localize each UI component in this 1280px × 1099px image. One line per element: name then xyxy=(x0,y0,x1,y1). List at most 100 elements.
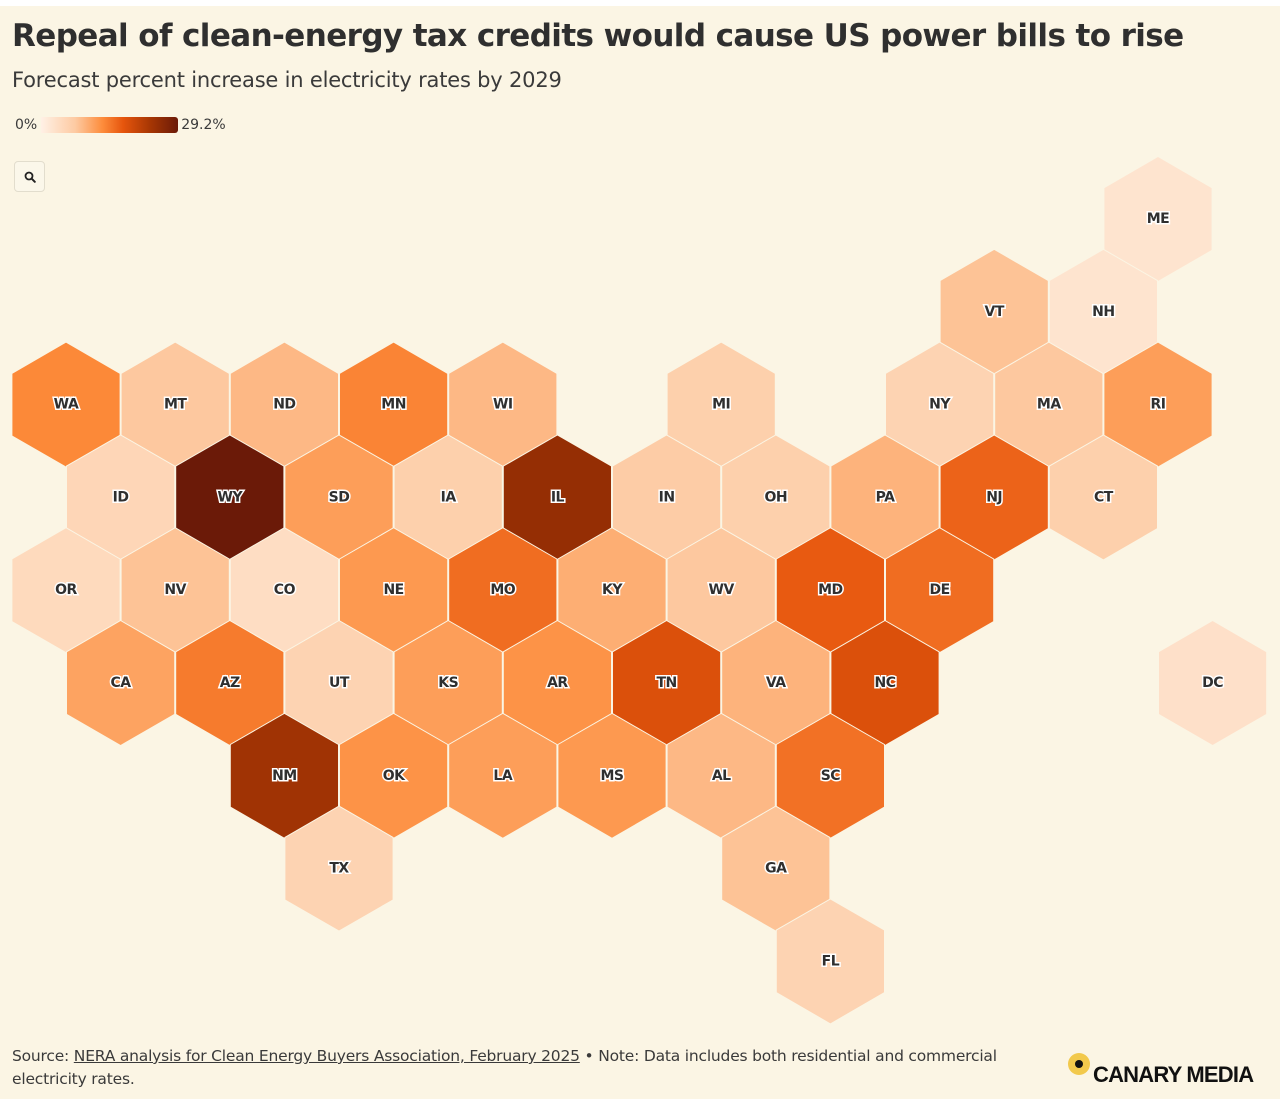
search-icon xyxy=(24,171,36,183)
state-label: MO xyxy=(490,582,515,598)
state-hex-la[interactable]: LA xyxy=(448,712,558,839)
state-hex-ar[interactable]: AR xyxy=(502,619,612,747)
state-hex-wy[interactable]: WY xyxy=(175,434,285,561)
state-hex-mi[interactable]: MI xyxy=(666,341,776,468)
search-button[interactable] xyxy=(14,161,45,192)
state-hex-ga[interactable]: GA xyxy=(721,805,831,932)
state-label: MD xyxy=(818,582,843,598)
state-hex-sc[interactable]: SC xyxy=(775,712,885,839)
state-label: CA xyxy=(111,675,132,691)
state-hex-mo[interactable]: MO xyxy=(448,527,558,654)
state-hex-ok[interactable]: OK xyxy=(339,712,449,839)
state-hex-va[interactable]: VA xyxy=(721,619,831,747)
hex-tile[interactable] xyxy=(1158,619,1268,747)
state-label: OR xyxy=(55,582,77,598)
state-label: VA xyxy=(766,675,786,691)
state-hex-ms[interactable]: MS xyxy=(557,712,667,839)
hex-tile[interactable] xyxy=(557,712,667,839)
state-label: MT xyxy=(164,397,187,413)
state-label: AR xyxy=(547,675,568,691)
state-label: KS xyxy=(438,675,458,691)
state-label: NJ xyxy=(986,489,1002,505)
state-hex-or[interactable]: OR xyxy=(11,527,121,654)
state-hex-ca[interactable]: CA xyxy=(66,619,176,747)
state-hex-nc[interactable]: NC xyxy=(830,619,940,747)
legend-max-label: 29.2% xyxy=(181,117,226,133)
state-hex-ct[interactable]: CT xyxy=(1048,434,1158,561)
state-label: NY xyxy=(929,397,951,413)
state-hex-pa[interactable]: PA xyxy=(830,434,940,561)
state-hex-tn[interactable]: TN xyxy=(612,619,722,747)
note-text: • Note: Data includes both residential a… xyxy=(12,1047,997,1088)
state-label: MS xyxy=(600,768,623,784)
state-hex-fl[interactable]: FL xyxy=(775,898,885,1025)
state-label: GA xyxy=(765,861,787,877)
state-label: WV xyxy=(709,582,735,598)
hex-tile[interactable] xyxy=(66,619,176,747)
state-hex-tx[interactable]: TX xyxy=(284,805,394,932)
state-label: MA xyxy=(1037,397,1061,413)
state-label: VT xyxy=(985,304,1005,320)
state-hex-il[interactable]: IL xyxy=(502,434,612,561)
state-label: UT xyxy=(329,675,350,691)
legend-min-label: 0% xyxy=(15,117,38,133)
state-label: DE xyxy=(930,582,950,598)
state-label: MN xyxy=(381,397,406,413)
state-label: WI xyxy=(493,397,513,413)
state-hex-dc[interactable]: DC xyxy=(1158,619,1268,747)
state-hex-mn[interactable]: MN xyxy=(339,341,449,468)
state-label: IL xyxy=(551,489,565,505)
state-hex-ut[interactable]: UT xyxy=(284,619,394,747)
state-label: ME xyxy=(1147,211,1170,227)
state-hex-oh[interactable]: OH xyxy=(721,434,831,561)
state-hex-ks[interactable]: KS xyxy=(393,619,503,747)
state-label: AZ xyxy=(220,675,240,691)
state-label: ND xyxy=(273,397,295,413)
hex-tile[interactable] xyxy=(284,805,394,932)
state-hex-de[interactable]: DE xyxy=(885,527,995,654)
state-hex-nd[interactable]: ND xyxy=(229,341,339,468)
state-label: OK xyxy=(383,768,406,784)
state-label: SC xyxy=(821,768,841,784)
state-label: SD xyxy=(329,489,350,505)
state-label: OH xyxy=(764,489,787,505)
state-hex-sd[interactable]: SD xyxy=(284,434,394,561)
legend-gradient-bar xyxy=(41,117,179,133)
state-label: NV xyxy=(164,582,186,598)
state-label: LA xyxy=(493,768,512,784)
chart-subtitle: Forecast percent increase in electricity… xyxy=(12,68,562,92)
state-label: DC xyxy=(1202,675,1223,691)
state-label: CT xyxy=(1094,489,1114,505)
source-link[interactable]: NERA analysis for Clean Energy Buyers As… xyxy=(73,1047,580,1065)
state-hex-nj[interactable]: NJ xyxy=(939,434,1049,561)
state-label: WY xyxy=(218,489,244,505)
state-hex-ky[interactable]: KY xyxy=(557,527,667,654)
source-prefix: Source: xyxy=(12,1047,74,1065)
state-hex-nm[interactable]: NM xyxy=(229,712,339,839)
canary-media-logo: CANARY MEDIA xyxy=(1068,1050,1254,1088)
state-label: NE xyxy=(383,582,403,598)
hex-tile[interactable] xyxy=(1048,434,1158,561)
state-label: NC xyxy=(875,675,896,691)
logo-text: CANARY MEDIA xyxy=(1093,1062,1254,1087)
state-label: TN xyxy=(656,675,676,691)
state-hex-ma[interactable]: MA xyxy=(994,341,1104,468)
state-hex-ia[interactable]: IA xyxy=(393,434,503,561)
state-hex-al[interactable]: AL xyxy=(666,712,776,839)
state-label: IA xyxy=(441,489,457,505)
color-legend: 0% 29.2% xyxy=(15,116,226,134)
state-label: PA xyxy=(876,489,895,505)
state-label: IN xyxy=(659,489,675,505)
state-hex-co[interactable]: CO xyxy=(229,527,339,654)
footer-note: Source: NERA analysis for Clean Energy B… xyxy=(12,1045,1022,1091)
chart-title: Repeal of clean-energy tax credits would… xyxy=(12,18,1184,54)
logo-dot-icon xyxy=(1068,1053,1090,1075)
hex-tile[interactable] xyxy=(448,712,558,839)
state-label: FL xyxy=(822,953,840,969)
state-label: KY xyxy=(602,582,623,598)
state-label: RI xyxy=(1151,397,1166,413)
state-label: CO xyxy=(274,582,296,598)
hex-tile[interactable] xyxy=(775,898,885,1025)
state-hex-in[interactable]: IN xyxy=(612,434,722,561)
